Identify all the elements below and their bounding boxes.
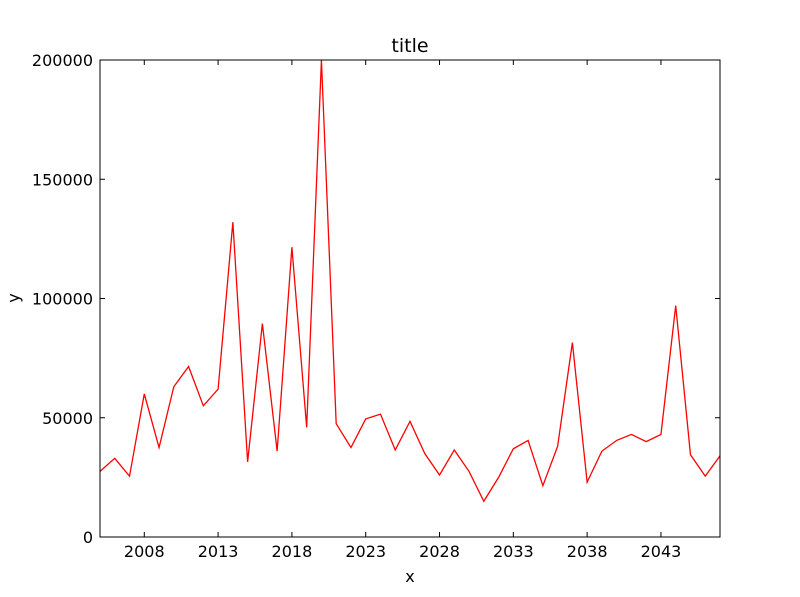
y-tick-label: 150000 — [32, 170, 93, 189]
y-tick-label: 50000 — [42, 409, 93, 428]
y-axis-title: y — [4, 293, 23, 302]
series-line-0 — [99, 59, 721, 503]
chart-title: title — [391, 35, 428, 57]
plot-area: 2008 2013 2018 2023 2028 2033 2038 2043 0 50000 10… — [32, 51, 721, 561]
x-tick-label: 2008 — [124, 542, 165, 561]
x-tick-label: 2013 — [198, 542, 239, 561]
y-tick-label: 0 — [83, 528, 93, 547]
x-tick-label: 2023 — [345, 542, 386, 561]
x-tick-label: 2038 — [567, 542, 608, 561]
y-tick-label: 100000 — [32, 290, 93, 309]
y-tick-label: 200000 — [32, 51, 93, 70]
x-tick-label: 2028 — [419, 542, 460, 561]
x-tick-label: 2033 — [493, 542, 534, 561]
x-tick-label: 2018 — [272, 542, 313, 561]
x-axis-title: x — [405, 567, 414, 586]
x-tick-label: 2043 — [641, 542, 682, 561]
